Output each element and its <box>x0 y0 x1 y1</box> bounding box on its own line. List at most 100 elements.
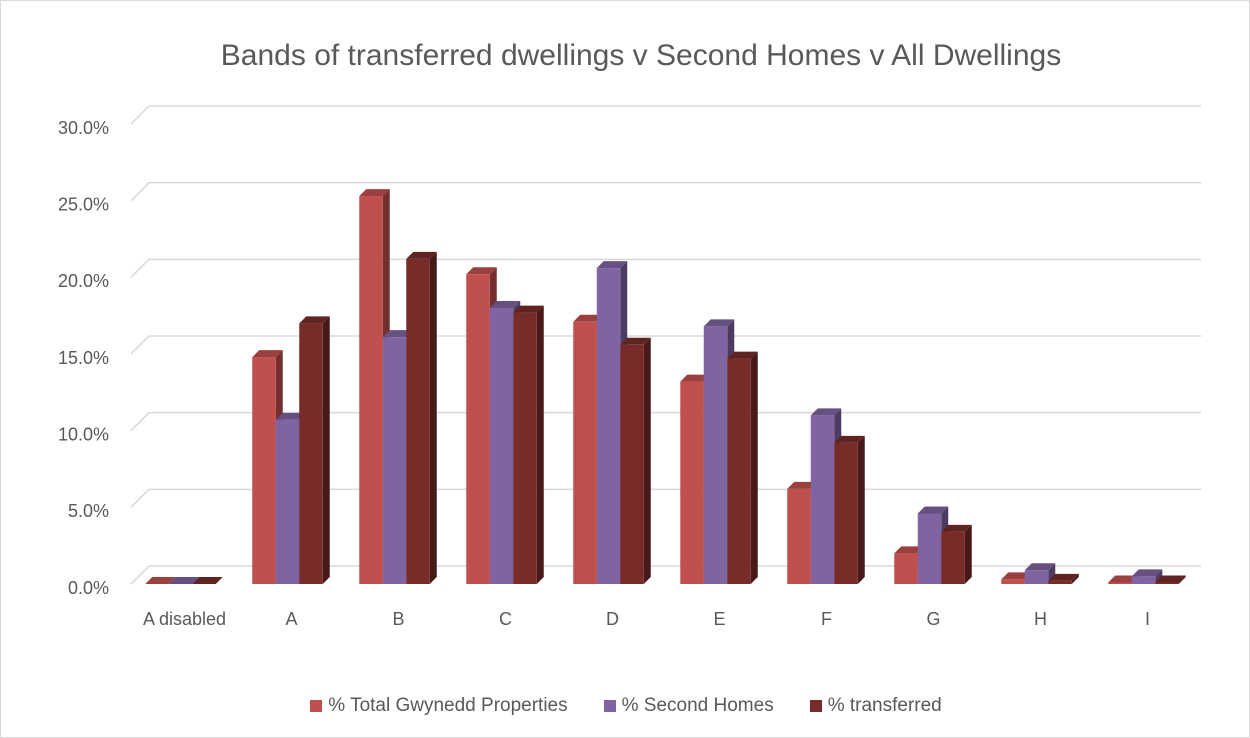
grid-line <box>130 335 1201 355</box>
bar-front <box>810 415 835 584</box>
bar-top <box>275 412 307 420</box>
bar-top <box>620 337 651 345</box>
x-tick-label: B <box>392 609 405 629</box>
bar-top <box>466 267 497 275</box>
bar-side <box>536 305 544 584</box>
bar-top <box>192 577 223 584</box>
bar-front <box>680 381 704 584</box>
bar-top <box>810 408 842 416</box>
bar-top <box>489 301 521 308</box>
legend-item: % Total Gwynedd Properties <box>310 695 568 717</box>
bar-top <box>727 351 758 359</box>
bar-side <box>1178 575 1186 584</box>
bar <box>513 305 544 584</box>
grid-line <box>130 105 1201 125</box>
bar-top <box>406 251 437 259</box>
x-tick-label: I <box>1144 609 1150 629</box>
x-tick-label: G <box>926 609 941 629</box>
x-tick-label: A disabled <box>142 609 227 629</box>
bar-front <box>787 488 811 584</box>
bar-front <box>466 274 490 584</box>
bar <box>620 337 651 584</box>
bar-front <box>489 308 514 584</box>
bar-front <box>275 419 300 584</box>
bar-front <box>573 321 597 584</box>
bar-front <box>917 513 942 584</box>
bar-top <box>168 577 200 584</box>
bar-front <box>382 337 407 584</box>
bar <box>406 251 437 584</box>
x-tick-label: A <box>285 609 298 629</box>
x-tick-label: H <box>1034 609 1047 629</box>
y-tick-label: 30.0% <box>58 118 109 138</box>
bar-top <box>573 314 604 322</box>
bar-side <box>964 524 972 584</box>
bar <box>1155 575 1186 584</box>
bar-front <box>834 442 858 584</box>
grid-line <box>130 258 1201 278</box>
bar-top <box>1024 563 1056 571</box>
bar-front <box>1108 582 1132 584</box>
bar-front <box>703 326 728 584</box>
bar-front <box>1001 579 1025 584</box>
bar-side <box>750 351 758 584</box>
x-tick-label: E <box>713 609 726 629</box>
bar <box>834 435 865 584</box>
y-tick-label: 0.0% <box>68 578 109 598</box>
legend-item: % Second Homes <box>603 695 774 717</box>
bar-front <box>406 258 430 584</box>
bar-top <box>513 305 544 313</box>
bar-top <box>382 330 414 338</box>
bar-front <box>1155 582 1179 584</box>
y-tick-label: 15.0% <box>58 348 109 368</box>
bar <box>145 577 176 585</box>
bar-front <box>359 196 383 585</box>
bar-front <box>894 553 918 584</box>
bar-front <box>727 358 751 584</box>
bar-side <box>857 435 865 584</box>
bar-side <box>1155 569 1163 584</box>
bar-front <box>1131 576 1156 584</box>
bar-top <box>894 546 925 554</box>
legend-label: % Total Gwynedd Properties <box>328 695 568 716</box>
bar-top <box>703 319 735 327</box>
bar-front <box>299 323 323 584</box>
bar-front <box>252 357 276 584</box>
y-tick-label: 25.0% <box>58 194 109 214</box>
legend-label: % transferred <box>827 695 942 716</box>
bar <box>299 316 330 584</box>
bar-top <box>359 189 390 197</box>
y-tick-label: 20.0% <box>58 271 109 291</box>
y-tick-label: 10.0% <box>58 424 109 444</box>
bar-top <box>1155 575 1186 583</box>
bar-side <box>1071 573 1079 584</box>
bar-top <box>1048 573 1079 581</box>
bar-top <box>917 506 949 514</box>
legend-swatch <box>603 700 616 712</box>
bar-top <box>834 435 865 443</box>
legend-item: % transferred <box>809 695 942 717</box>
bar <box>192 577 223 585</box>
bar-side <box>1048 563 1056 584</box>
legend-label: % Second Homes <box>621 695 774 716</box>
bar <box>1024 563 1056 584</box>
y-tick-label: 5.0% <box>68 501 109 521</box>
bar-top <box>596 261 628 269</box>
x-tick-label: F <box>821 609 832 629</box>
bar-top <box>252 350 283 358</box>
bar-top <box>680 374 711 382</box>
bar <box>1048 573 1079 584</box>
bar-top <box>1108 575 1139 583</box>
grid-line <box>130 181 1201 202</box>
x-tick-label: D <box>606 609 619 629</box>
bar <box>727 351 758 584</box>
bar-side <box>643 337 651 584</box>
x-tick-label: C <box>499 609 512 629</box>
legend-swatch <box>809 700 822 712</box>
bar-top <box>787 481 818 489</box>
bar <box>1131 569 1163 584</box>
bar-top <box>1001 572 1032 580</box>
bar-front <box>941 531 965 584</box>
